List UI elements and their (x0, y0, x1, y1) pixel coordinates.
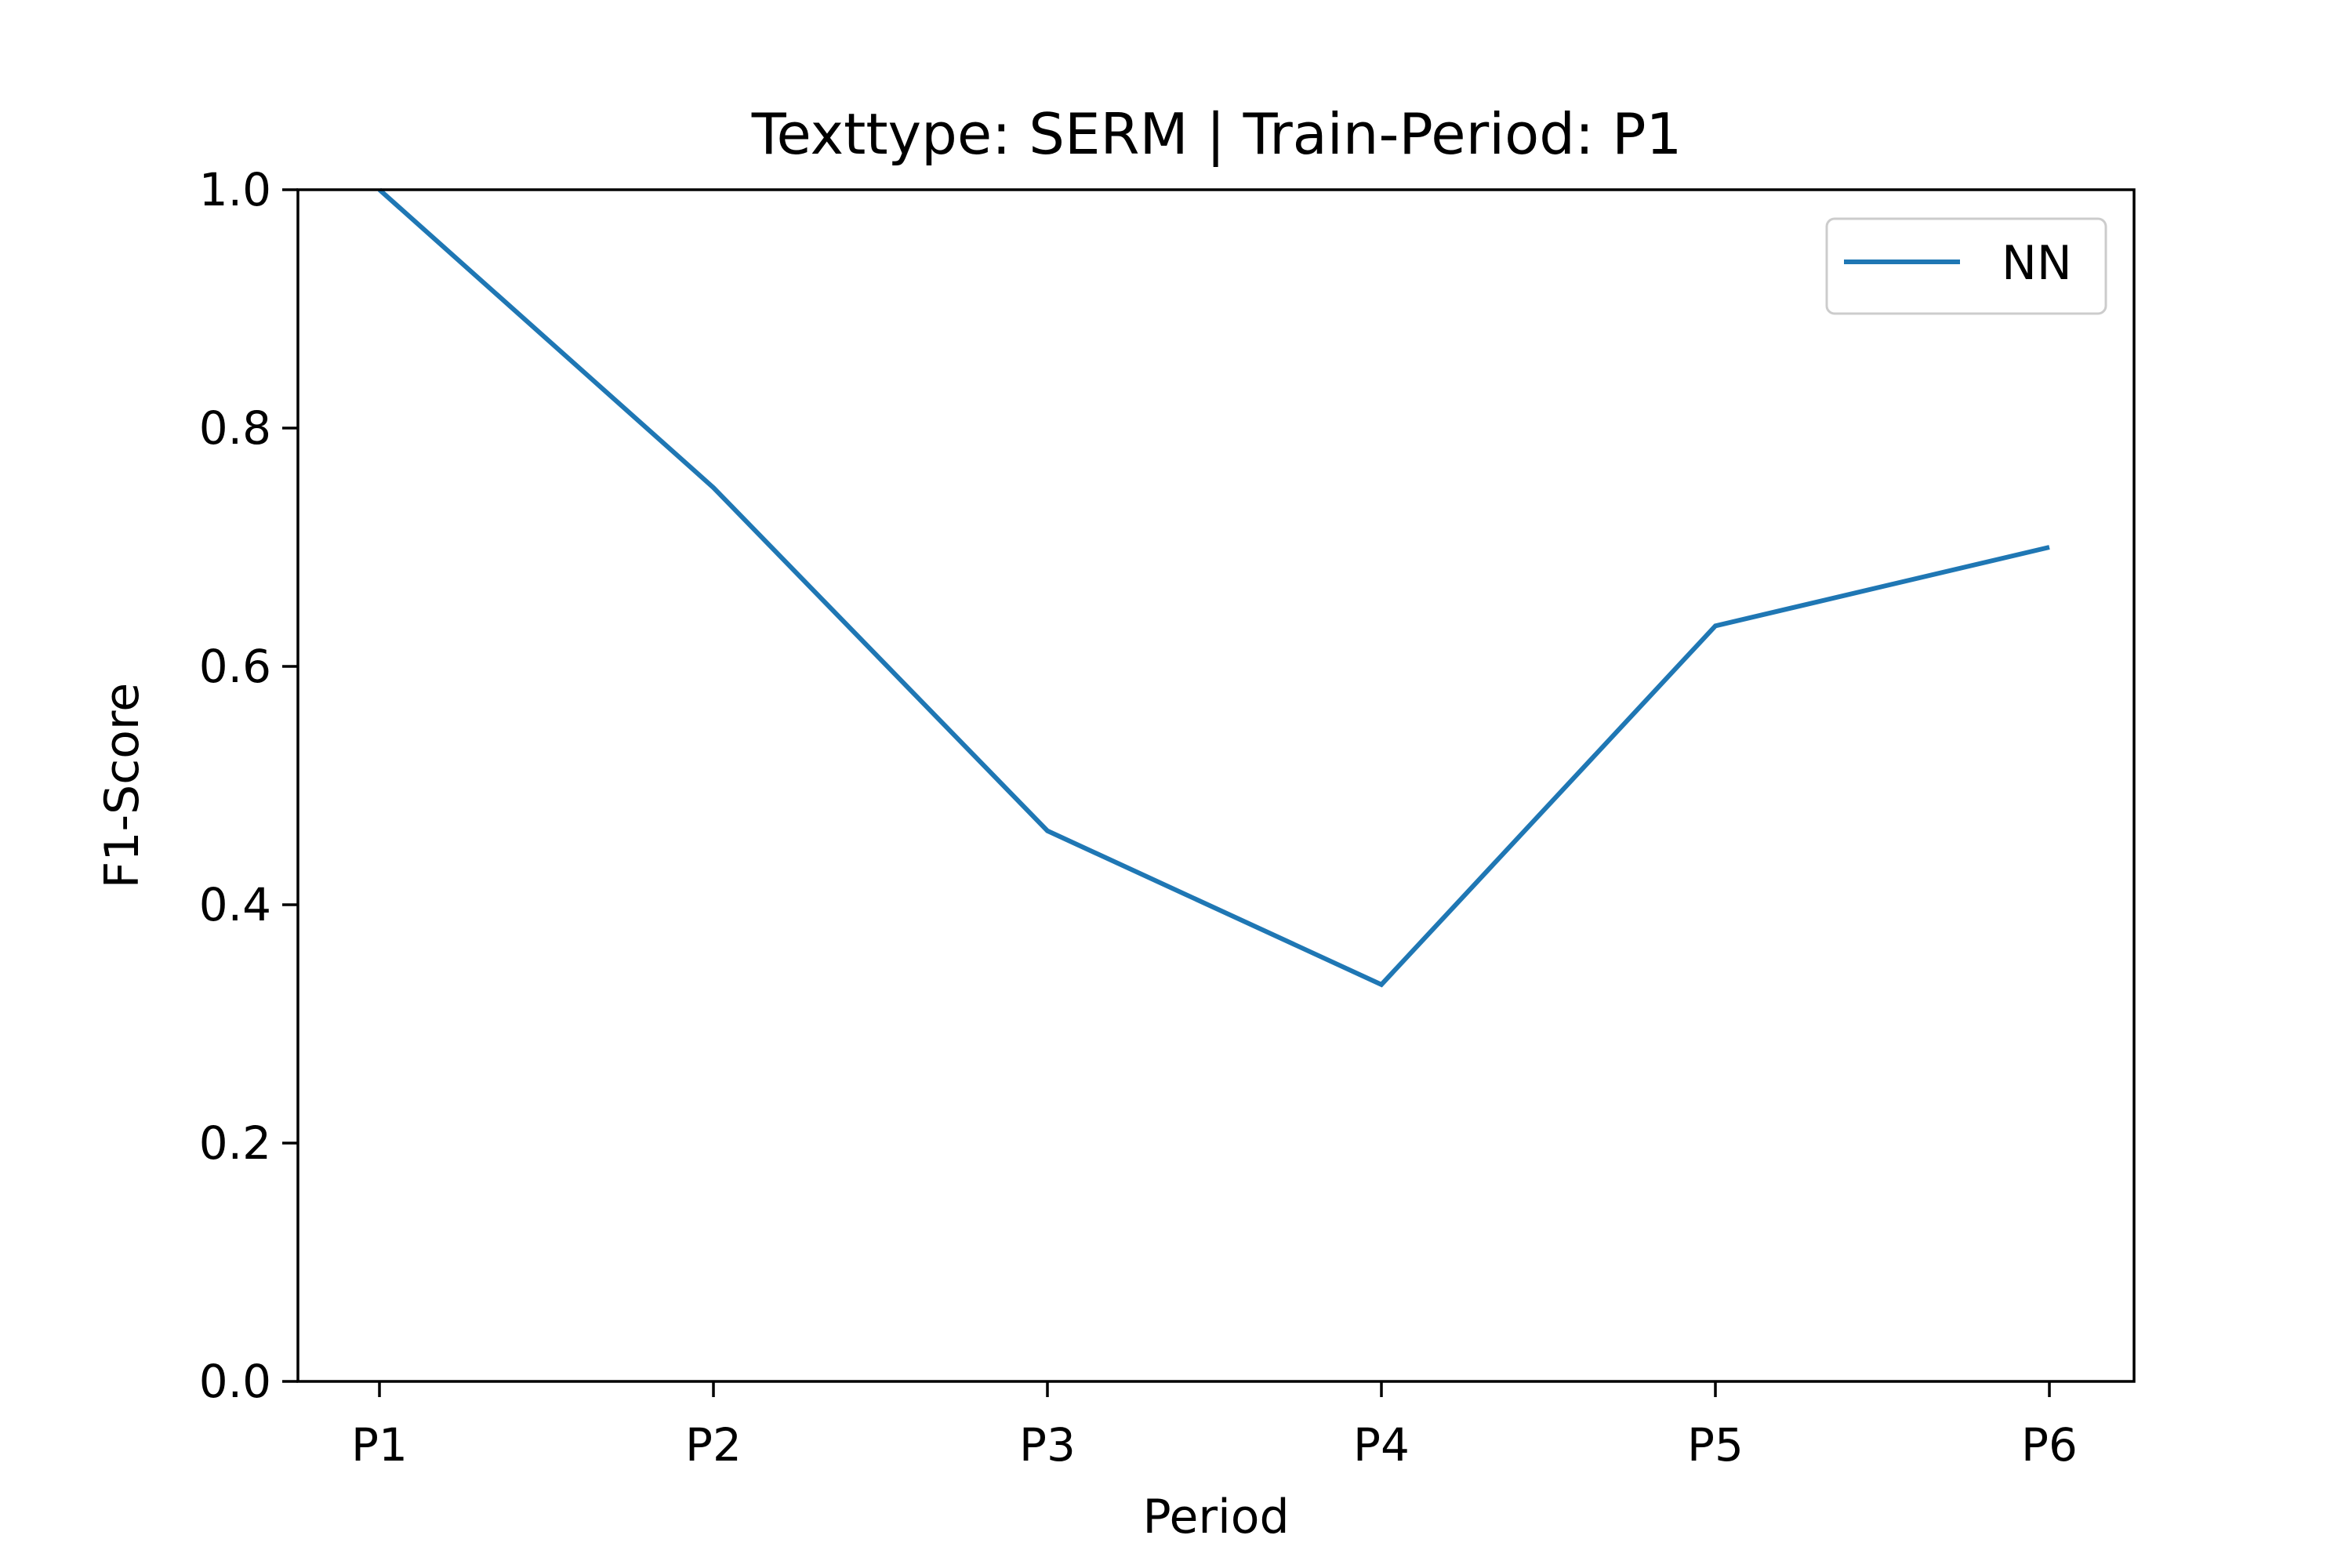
series-line-nn (378, 187, 2050, 988)
y-axis-label: F1-Score (95, 683, 150, 888)
legend-box (1825, 217, 2107, 315)
y-tick-label: 0.4 (199, 878, 271, 931)
x-tick-label: P3 (1019, 1418, 1076, 1472)
y-tick-label: 1.0 (199, 163, 271, 216)
chart-title: Texttype: SERM | Train-Period: P1 (751, 101, 1682, 168)
y-tick-label: 0.2 (199, 1116, 271, 1170)
y-tick-label: 0.6 (199, 640, 271, 693)
legend: NN (1825, 217, 2107, 315)
y-axis-ticks: 0.0 0.2 0.4 0.6 0.8 1.0 (199, 163, 298, 1408)
x-tick-label: P1 (351, 1418, 408, 1472)
plot-frame (296, 188, 2136, 1383)
x-tick-label: P4 (1353, 1418, 1410, 1472)
series-layer (378, 187, 2050, 988)
x-tick-label: P2 (685, 1418, 742, 1472)
x-axis-ticks: P1 P2 P3 P4 P5 P6 (351, 1381, 2078, 1472)
y-tick-label: 0.8 (199, 401, 271, 455)
x-tick-label: P5 (1687, 1418, 1744, 1472)
legend-label: NN (2002, 236, 2072, 291)
x-tick-label: P6 (2021, 1418, 2078, 1472)
y-tick-label: 0.0 (199, 1355, 271, 1408)
x-axis-label: Period (1142, 1490, 1289, 1544)
